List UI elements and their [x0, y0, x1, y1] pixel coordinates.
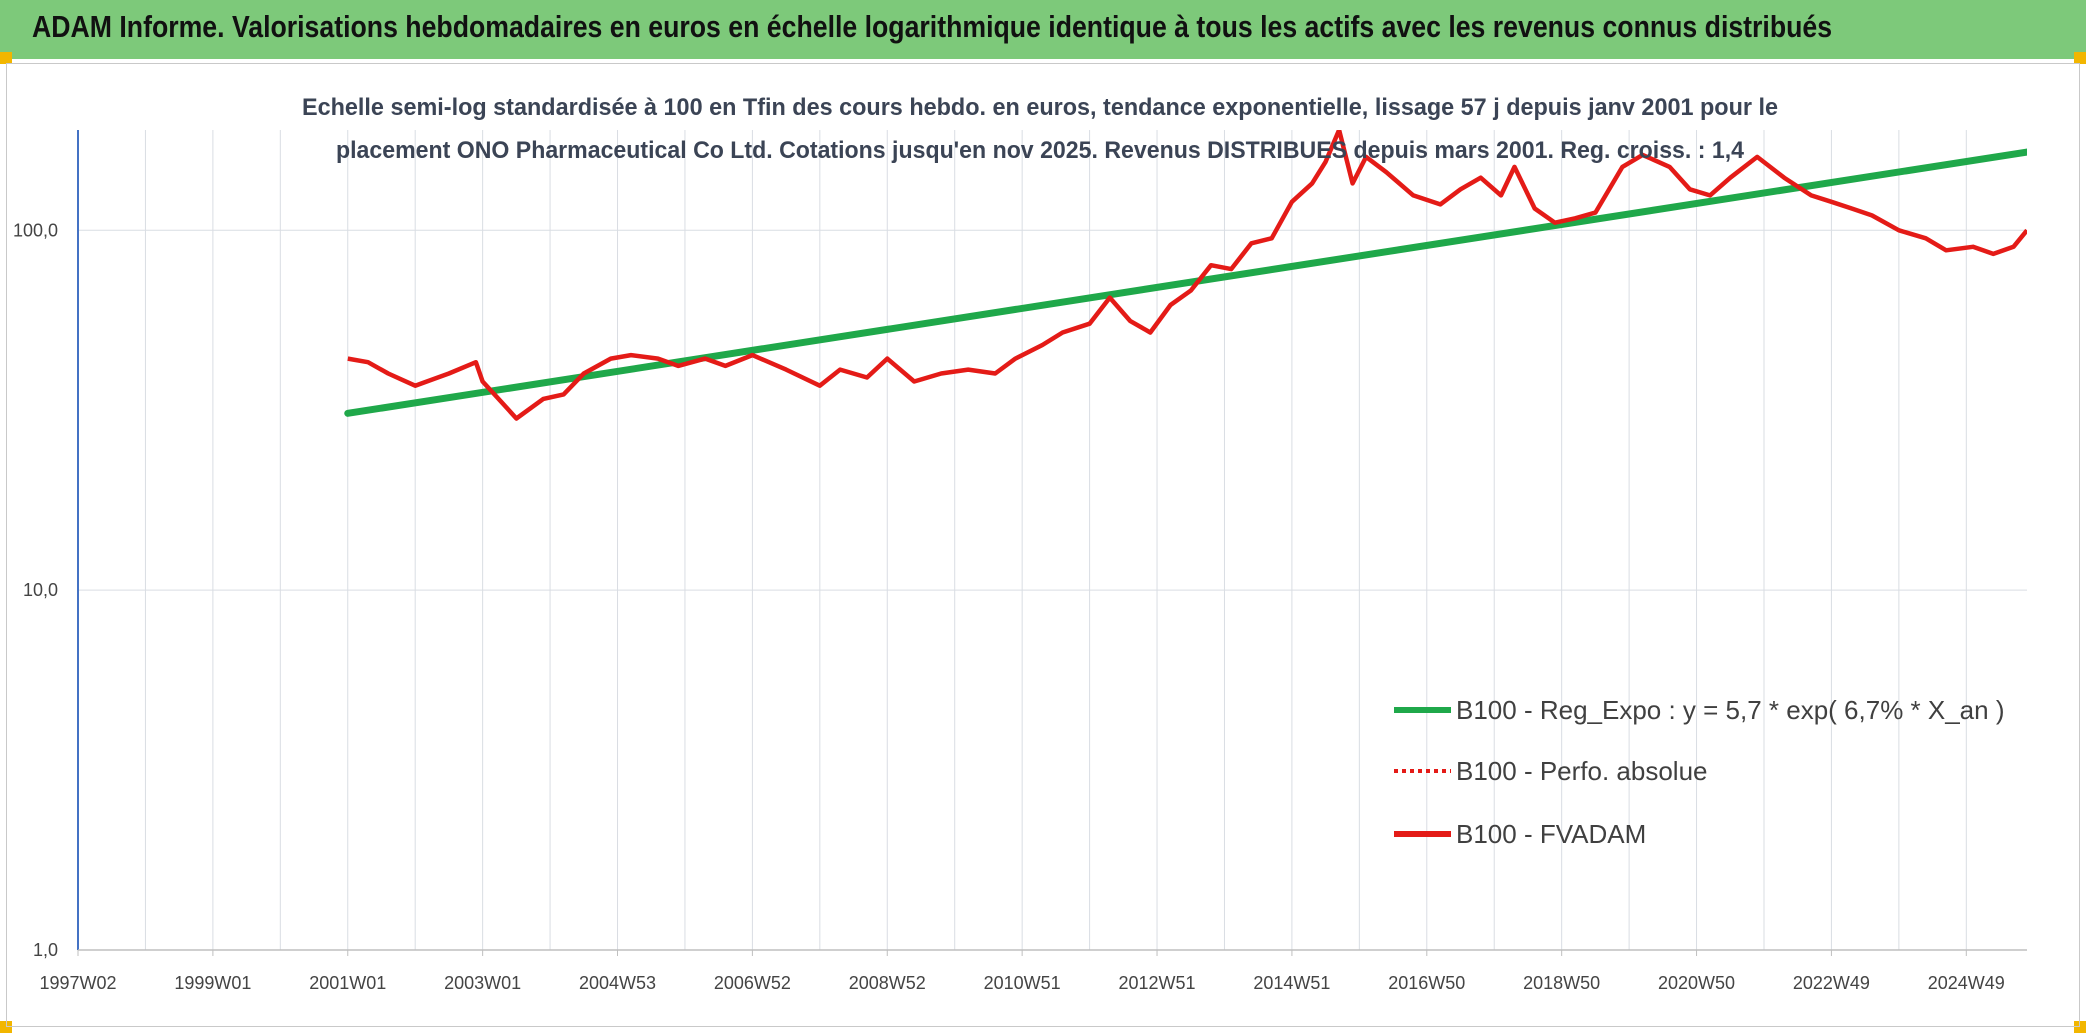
grid: [77, 130, 2027, 951]
legend-label: B100 - Perfo. absolue: [1456, 756, 1708, 786]
legend-label: B100 - Reg_Expo : y = 5,7 * exp( 6,7% * …: [1456, 695, 2005, 725]
y-tick-label: 1,0: [33, 940, 58, 960]
corner-marker: [0, 1021, 12, 1033]
x-tick-label: 2008W52: [849, 973, 926, 993]
corner-marker: [2074, 52, 2086, 64]
x-tick-label: 2022W49: [1793, 973, 1870, 993]
axes: 1,0 10,0 100,0 1997W02 1999W01 2001W01 2003W01…: [13, 130, 2027, 993]
x-tick-label: 2024W49: [1928, 973, 2005, 993]
report-title: ADAM Informe. Valorisations hebdomadaire…: [32, 9, 1833, 44]
corner-marker: [2074, 1021, 2086, 1033]
legend-label: B100 - FVADAM: [1456, 819, 1646, 849]
series-trendline: [344, 148, 2027, 417]
report-banner: ADAM Informe. Valorisations hebdomadaire…: [0, 0, 2086, 59]
x-tick-label: 2012W51: [1118, 973, 1195, 993]
chart-title: Echelle semi-log standardisée à 100 en T…: [302, 94, 1778, 164]
x-tick-label: 2004W53: [579, 973, 656, 993]
chart-frame: [6, 63, 2080, 1027]
x-tick-label: 1997W02: [39, 973, 116, 993]
chart-title-line-1: Echelle semi-log standardisée à 100 en T…: [302, 94, 1778, 121]
x-tick-label: 2001W01: [309, 973, 386, 993]
series-layer: [344, 130, 2027, 421]
series-fvadam-line: [347, 130, 2027, 421]
y-tick-label: 100,0: [13, 220, 58, 240]
x-tick-label: 2014W51: [1253, 973, 1330, 993]
corner-marker: [0, 52, 12, 64]
x-tick-label: 2016W50: [1388, 973, 1465, 993]
x-tick-label: 2006W52: [714, 973, 791, 993]
x-tick-label: 2003W01: [444, 973, 521, 993]
x-tick-label: 2018W50: [1523, 973, 1600, 993]
x-tick-label: 1999W01: [174, 973, 251, 993]
y-tick-label: 10,0: [23, 580, 58, 600]
x-tick-label: 2020W50: [1658, 973, 1735, 993]
chart-title-line-2: placement ONO Pharmaceutical Co Ltd. Cot…: [336, 137, 1745, 164]
legend: B100 - Reg_Expo : y = 5,7 * exp( 6,7% * …: [1394, 695, 2005, 849]
x-tick-label: 2010W51: [984, 973, 1061, 993]
